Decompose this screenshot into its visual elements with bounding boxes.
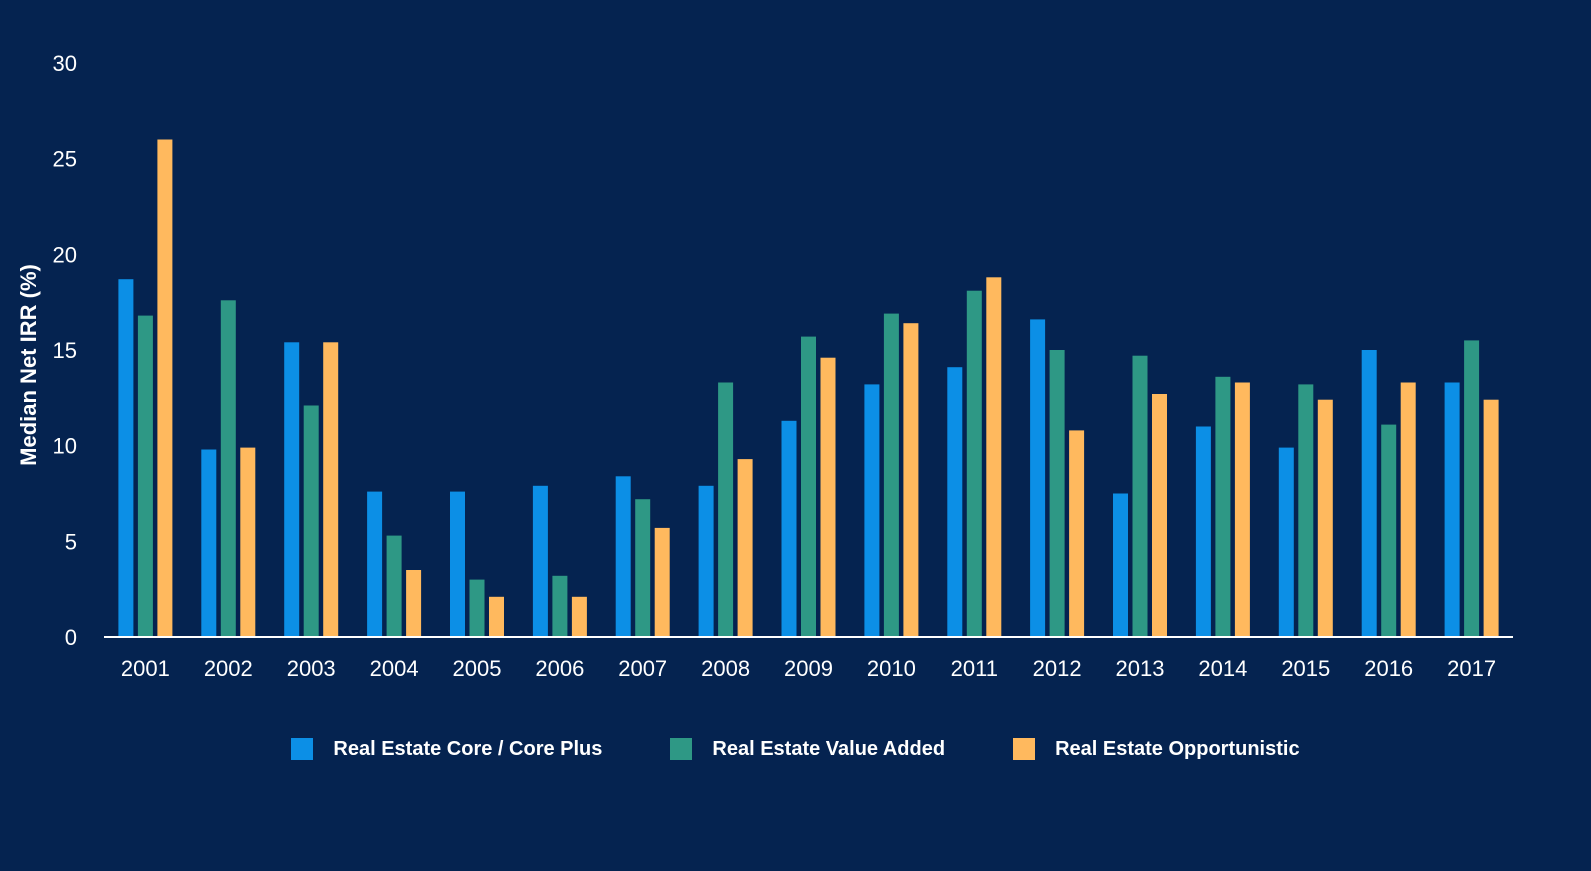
x-tick-label: 2007 [618, 656, 667, 681]
bar-2001-series-1 [118, 279, 134, 637]
bar-2002-series-2 [220, 300, 236, 637]
bar-2014-series-2 [1215, 376, 1231, 637]
bar-2002-series-1 [201, 449, 217, 637]
bar-2012-series-3 [1069, 430, 1085, 637]
bar-2012-series-2 [1049, 350, 1065, 637]
bar-2016-series-3 [1400, 382, 1416, 637]
x-tick-label: 2009 [784, 656, 833, 681]
bar-2016-series-2 [1381, 424, 1397, 637]
x-tick-label: 2006 [535, 656, 584, 681]
bar-2003-series-1 [284, 342, 300, 637]
legend: Real Estate Core / Core Plus Real Estate … [0, 734, 1591, 764]
bar-2011-series-2 [966, 290, 982, 637]
bar-2009-series-1 [781, 420, 797, 637]
y-tick-label: 5 [65, 529, 77, 554]
legend-swatch [1013, 738, 1036, 760]
bar-2002-series-3 [240, 447, 256, 637]
bar-2006-series-3 [571, 596, 587, 637]
y-tick-label: 20 [53, 242, 77, 267]
bar-2014-series-3 [1234, 382, 1250, 637]
x-tick-label: 2014 [1198, 656, 1247, 681]
bar-2003-series-3 [323, 342, 339, 637]
legend-item-1: Real Estate Core / Core Plus [291, 738, 602, 761]
bar-2008-series-3 [737, 459, 753, 637]
legend-item-3: Real Estate Opportunistic [1013, 738, 1300, 761]
bar-2010-series-3 [903, 323, 919, 637]
legend-item-2: Real Estate Value Added [670, 738, 945, 761]
bar-2012-series-1 [1030, 319, 1046, 637]
bar-2005-series-2 [469, 579, 485, 637]
x-tick-label: 2004 [370, 656, 419, 681]
bar-2001-series-2 [137, 315, 153, 637]
bar-2016-series-1 [1361, 350, 1377, 637]
bar-2013-series-2 [1132, 355, 1148, 637]
bar-2004-series-2 [386, 535, 402, 637]
x-tick-label: 2016 [1364, 656, 1413, 681]
bar-2008-series-2 [718, 382, 734, 637]
bar-2009-series-3 [820, 357, 836, 637]
bars-layer [118, 139, 1499, 637]
bar-2013-series-1 [1113, 493, 1128, 637]
bar-2015-series-2 [1298, 384, 1314, 637]
bar-2004-series-3 [406, 570, 422, 637]
bar-2011-series-1 [947, 367, 963, 637]
bar-2007-series-2 [635, 499, 651, 637]
bar-2014-series-1 [1195, 426, 1211, 637]
bar-2010-series-2 [883, 313, 899, 637]
bar-2009-series-2 [801, 336, 816, 637]
bar-2001-series-3 [157, 139, 173, 637]
x-tick-label: 2003 [287, 656, 336, 681]
bar-2004-series-1 [367, 491, 383, 637]
bar-2015-series-1 [1278, 447, 1294, 637]
x-tick-label: 2008 [701, 656, 750, 681]
bar-2010-series-1 [864, 384, 880, 637]
y-tick-label: 30 [53, 51, 77, 76]
x-tick-label: 2013 [1116, 656, 1165, 681]
bar-2007-series-3 [654, 527, 670, 637]
x-tick-label: 2005 [453, 656, 502, 681]
bar-2005-series-3 [489, 596, 504, 637]
y-axis-label: Median Net IRR (%) [16, 264, 41, 466]
y-tick-label: 25 [53, 147, 77, 172]
bar-2013-series-3 [1152, 394, 1167, 637]
legend-swatch [670, 738, 693, 760]
legend-label: Real Estate Core / Core Plus [333, 737, 603, 760]
x-tick-label: 2012 [1033, 656, 1082, 681]
x-tick-label: 2001 [121, 656, 170, 681]
bar-2017-series-3 [1483, 399, 1499, 637]
y-tick-label: 0 [65, 625, 77, 650]
bar-2007-series-1 [615, 476, 631, 637]
bar-2005-series-1 [450, 491, 465, 637]
bar-2008-series-1 [698, 485, 714, 637]
x-tick-label: 2015 [1281, 656, 1330, 681]
x-tick-label: 2017 [1447, 656, 1496, 681]
bar-2017-series-2 [1464, 340, 1480, 637]
bar-2003-series-2 [303, 405, 319, 637]
bar-2006-series-1 [532, 485, 548, 637]
x-tick-label: 2002 [204, 656, 253, 681]
legend-swatch [291, 738, 314, 760]
bar-2011-series-3 [986, 277, 1002, 637]
x-tick-label: 2010 [867, 656, 916, 681]
legend-label: Real Estate Opportunistic [1055, 737, 1300, 760]
legend-label: Real Estate Value Added [712, 737, 946, 760]
x-tick-label: 2011 [951, 656, 998, 681]
y-tick-label: 15 [53, 338, 77, 363]
bar-2017-series-1 [1444, 382, 1460, 637]
y-tick-label: 10 [53, 434, 77, 459]
axis-layer: 0 5 10 15 20 25 30 2001 2002 2003 2004 2005 2006 2007… [53, 51, 1513, 681]
bar-2006-series-2 [552, 575, 568, 637]
bar-2015-series-3 [1317, 399, 1333, 637]
